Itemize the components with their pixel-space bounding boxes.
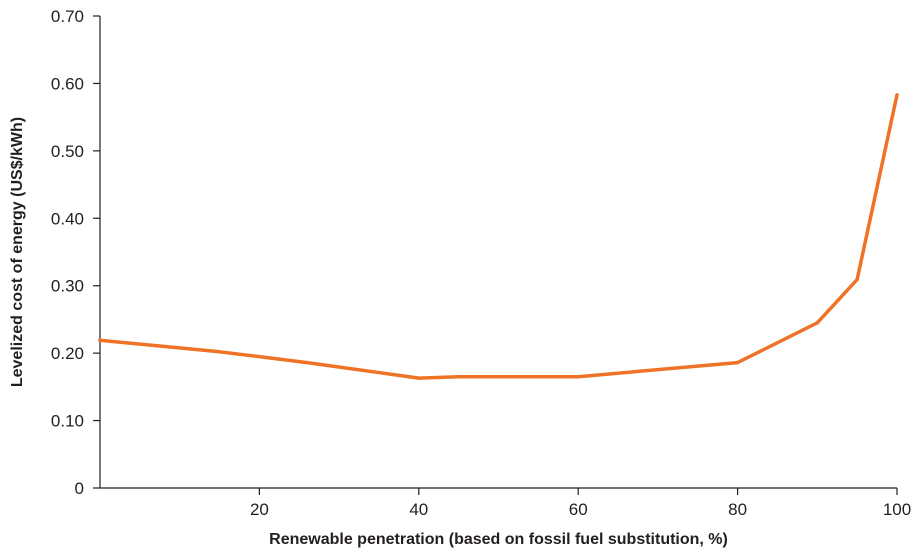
x-tick-label: 80	[728, 500, 747, 519]
y-tick-label: 0.10	[51, 412, 84, 431]
series-layer	[98, 93, 899, 380]
y-tick-label: 0.50	[51, 142, 84, 161]
y-tick-label: 0.70	[51, 7, 84, 26]
data-point	[855, 277, 859, 282]
x-tick-label: 60	[569, 500, 588, 519]
y-ticks: 0 0.10 0.20 0.30 0.40 0.50 0.60 0.70	[51, 7, 100, 498]
y-tick-label: 0.40	[51, 209, 84, 228]
x-tick-label: 100	[883, 500, 911, 519]
x-axis-title: Renewable penetration (based on fossil f…	[269, 531, 728, 548]
data-point	[456, 375, 461, 379]
x-tick-label: 20	[250, 500, 269, 519]
data-point	[895, 93, 899, 97]
data-point	[815, 321, 819, 325]
data-point	[217, 350, 222, 354]
y-tick-label: 0.60	[51, 74, 84, 93]
x-ticks: 20 40 60 80 100	[250, 488, 911, 519]
y-tick-label: 0.30	[51, 277, 84, 296]
data-point	[417, 376, 421, 380]
y-tick-label: 0	[75, 479, 84, 498]
x-tick-label: 40	[409, 500, 428, 519]
y-axis-title: Levelized cost of energy (US$/kWh)	[9, 117, 26, 387]
data-point	[576, 375, 580, 379]
y-tick-label: 0.20	[51, 344, 84, 363]
data-point	[735, 360, 740, 365]
series-line	[98, 93, 899, 380]
data-point	[98, 338, 102, 343]
data-point	[305, 360, 309, 365]
